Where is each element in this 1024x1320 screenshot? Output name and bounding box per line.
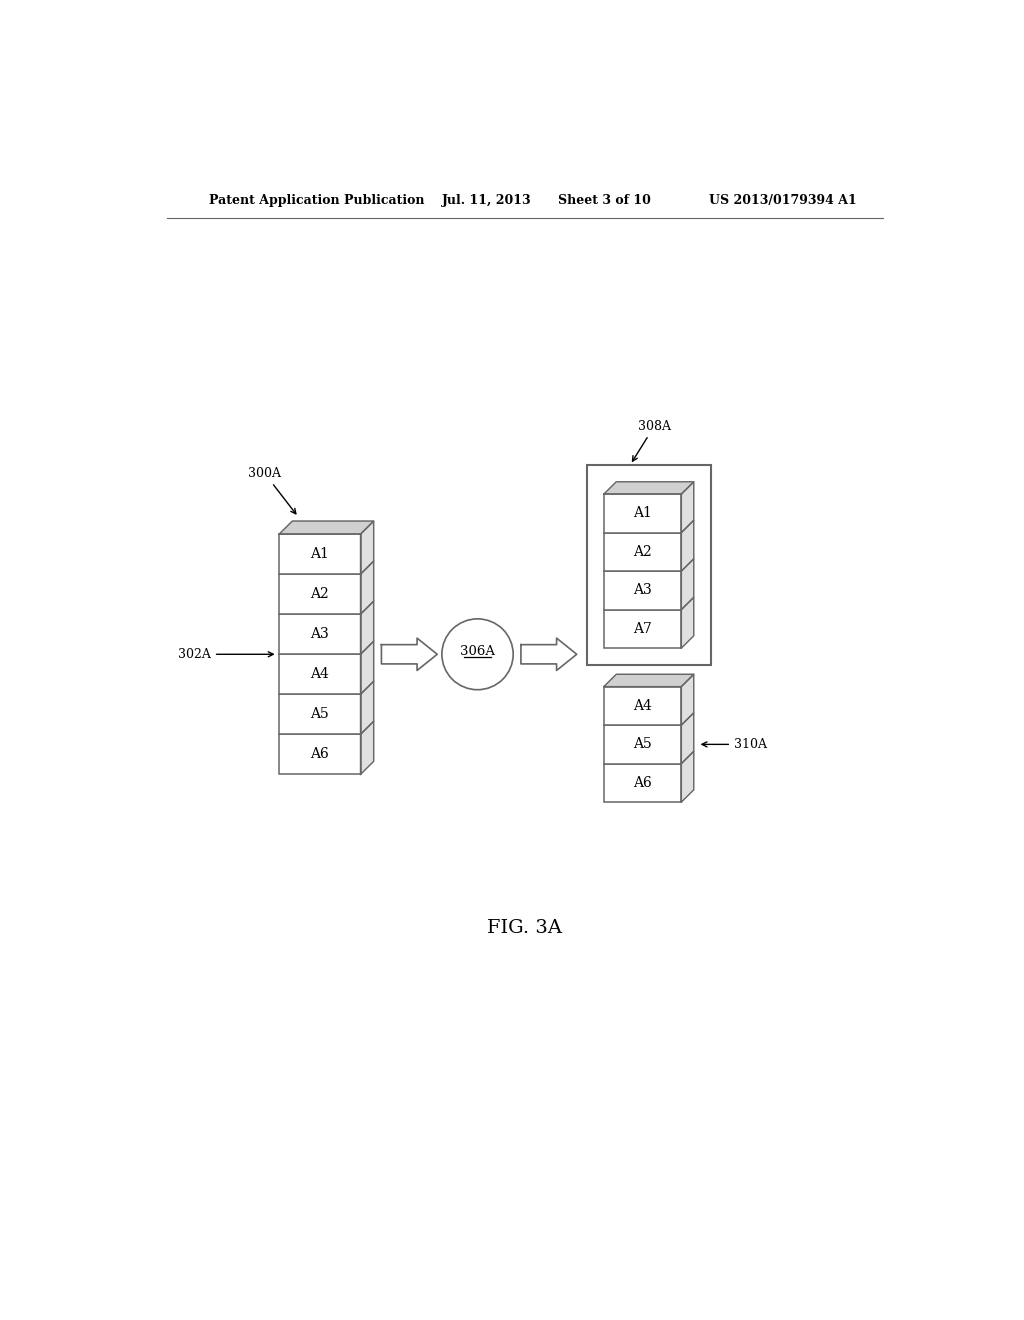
Polygon shape [681,558,693,610]
Polygon shape [360,601,374,655]
Bar [280,614,360,655]
Polygon shape [681,482,693,533]
Circle shape [442,619,513,690]
Polygon shape [604,482,693,494]
Text: A7: A7 [633,622,652,636]
Text: 302A: 302A [178,648,273,661]
Text: A5: A5 [633,738,652,751]
Text: A2: A2 [633,545,652,558]
Bar [604,763,681,803]
Bar [280,535,360,574]
Polygon shape [360,521,374,574]
Polygon shape [360,721,374,775]
Polygon shape [360,561,374,614]
Bar [280,574,360,614]
Text: 308A: 308A [633,420,671,461]
Bar [280,655,360,694]
Polygon shape [681,598,693,648]
Text: Patent Application Publication: Patent Application Publication [209,194,425,207]
Polygon shape [360,681,374,734]
Polygon shape [381,638,437,671]
Text: A1: A1 [310,548,330,561]
Text: 306A: 306A [460,644,495,657]
Bar [604,494,681,533]
Text: A3: A3 [310,627,329,642]
Text: A4: A4 [633,698,652,713]
Text: 300A: 300A [248,467,296,513]
Bar [280,694,360,734]
Bar [587,465,711,665]
Polygon shape [681,751,693,803]
Text: FIG. 3A: FIG. 3A [487,920,562,937]
Text: A6: A6 [310,747,329,762]
Text: A5: A5 [310,708,329,721]
Polygon shape [521,638,577,671]
Text: Jul. 11, 2013: Jul. 11, 2013 [442,194,531,207]
Text: A1: A1 [633,507,652,520]
Bar [604,725,681,763]
Bar [280,734,360,775]
Text: 310A: 310A [702,738,767,751]
Polygon shape [681,675,693,725]
Text: A6: A6 [633,776,652,789]
Polygon shape [681,520,693,572]
Bar [604,572,681,610]
Text: Sheet 3 of 10: Sheet 3 of 10 [558,194,651,207]
Bar [604,610,681,648]
Polygon shape [360,642,374,694]
Polygon shape [681,713,693,763]
Text: A4: A4 [310,668,330,681]
Text: A3: A3 [633,583,652,598]
Text: US 2013/0179394 A1: US 2013/0179394 A1 [710,194,857,207]
Bar [604,533,681,572]
Polygon shape [280,521,374,535]
Polygon shape [604,675,693,686]
Bar [604,686,681,725]
Text: A2: A2 [310,587,329,601]
